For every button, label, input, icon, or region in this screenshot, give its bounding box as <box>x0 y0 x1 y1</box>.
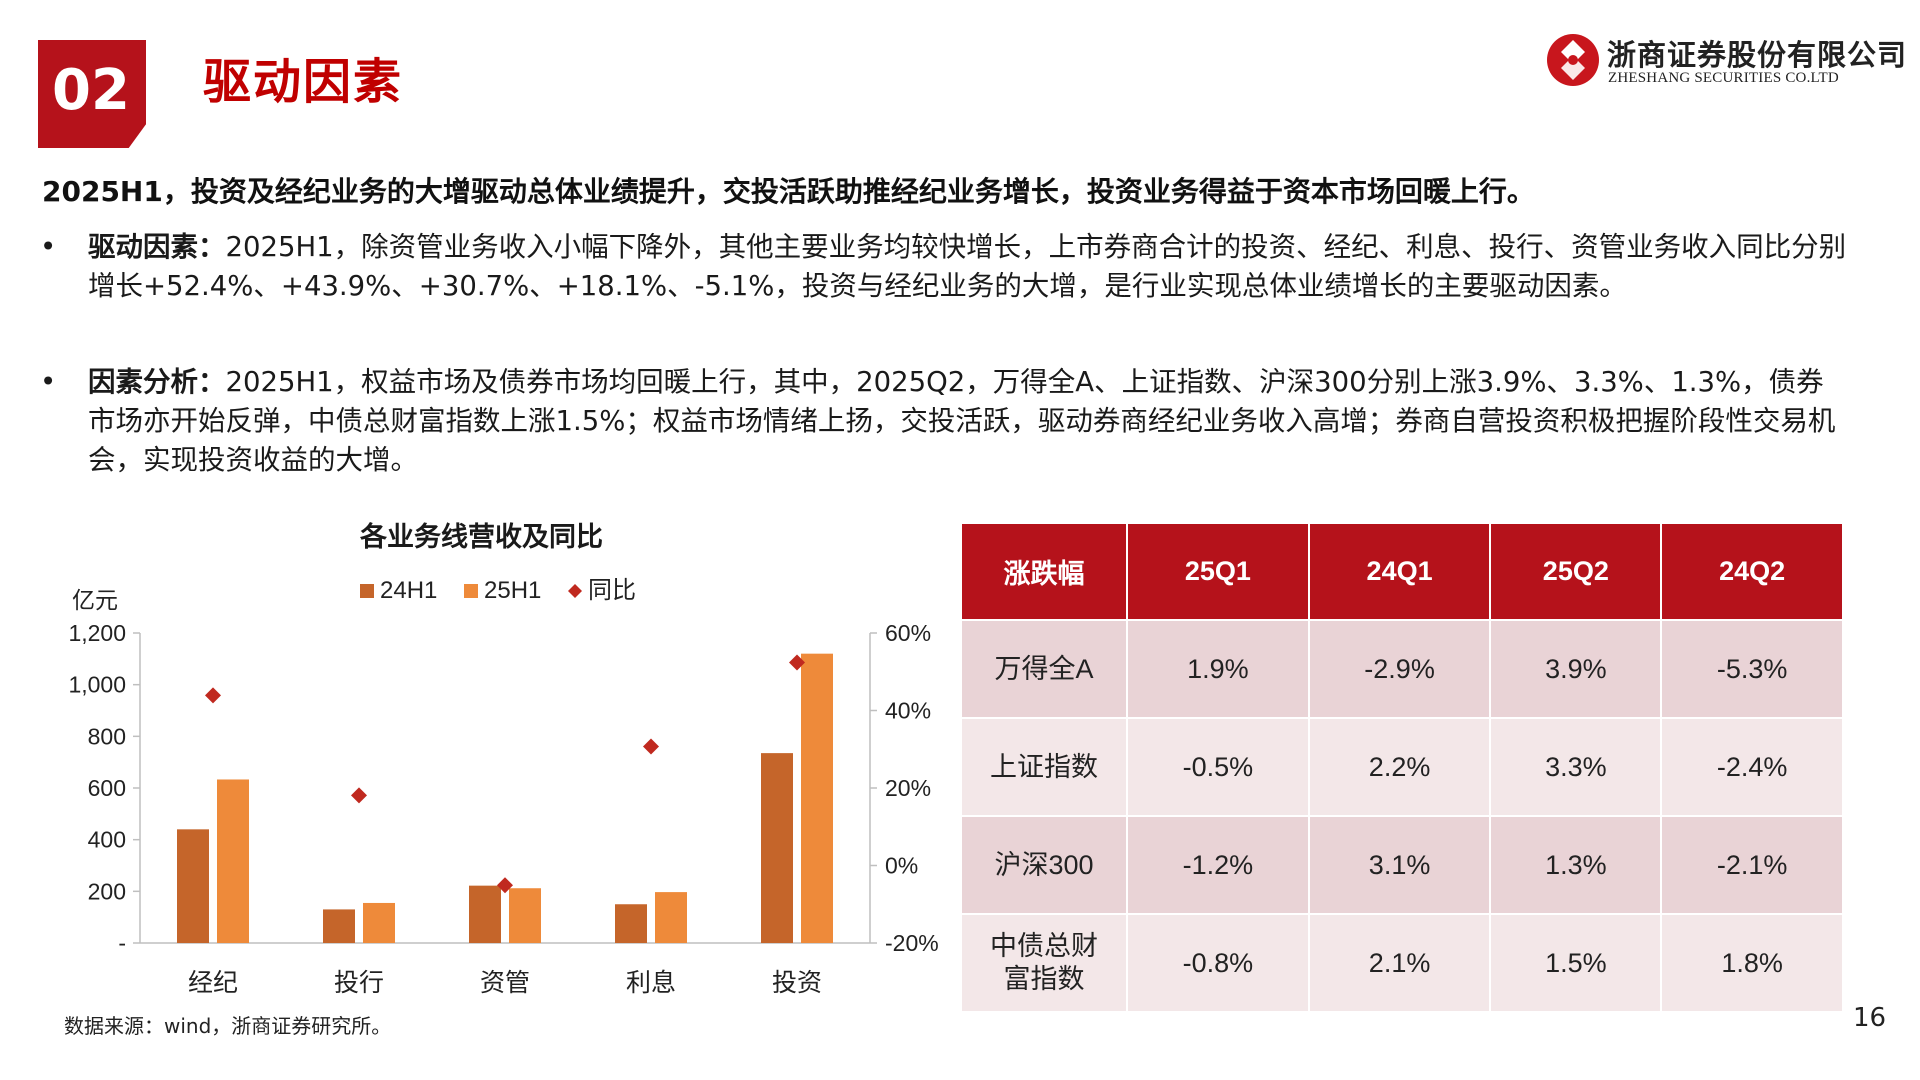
x-tick-label: 经纪 <box>188 969 238 997</box>
table-cell: 3.9% <box>1489 619 1663 719</box>
y2-tick-label: 60% <box>885 620 931 646</box>
bar-25H1-经纪 <box>217 779 249 943</box>
yoy-marker-投行 <box>351 787 367 804</box>
bullet-marker: • <box>40 366 57 398</box>
y-tick-label: 600 <box>88 775 126 801</box>
bullet-factor-analysis: • 因素分析：2025H1，权益市场及债券市场均回暖上行，其中，2025Q2，万… <box>40 363 1850 483</box>
table-cell: 1.5% <box>1489 913 1663 1013</box>
yoy-marker-利息 <box>643 738 659 755</box>
table-row: 中债总财富指数 -0.8% 2.1% 1.5% 1.8% <box>960 913 1844 1013</box>
table-row: 上证指数 -0.5% 2.2% 3.3% -2.4% <box>960 717 1844 817</box>
yoy-marker-投资 <box>789 654 805 671</box>
y2-tick-label: -20% <box>885 930 939 956</box>
company-logo: 浙商证券股份有限公司 ZHESHANG SECURITIES CO.LTD <box>1545 30 1906 92</box>
table-cell: -2.9% <box>1307 619 1492 719</box>
x-tick-label: 投行 <box>334 969 384 997</box>
table-header-cell: 涨跌幅 <box>960 522 1128 621</box>
y-tick-label: 1,200 <box>68 620 126 646</box>
legend-swatch-25H1 <box>464 584 478 598</box>
table-cell: 3.1% <box>1307 815 1492 915</box>
bar-25H1-投资 <box>801 653 833 943</box>
table-header-cell: 24Q1 <box>1307 522 1492 621</box>
table-row-label: 万得全A <box>960 619 1128 719</box>
y-tick-label: 800 <box>88 723 126 749</box>
legend-label: 同比 <box>588 577 636 604</box>
table-cell: 1.8% <box>1660 913 1844 1013</box>
page-number: 16 <box>1853 1003 1887 1033</box>
bar-24H1-经纪 <box>177 829 209 943</box>
bar-24H1-资管 <box>469 885 501 943</box>
table-header-cell: 25Q1 <box>1126 522 1310 621</box>
section-number: 02 <box>52 58 130 123</box>
bar-24H1-利息 <box>615 904 647 943</box>
yoy-marker-经纪 <box>205 687 221 704</box>
legend-swatch-同比 <box>568 584 582 598</box>
bullet-label: 因素分析： <box>88 366 226 398</box>
table-cell: 2.1% <box>1307 913 1492 1013</box>
x-tick-label: 资管 <box>480 969 530 997</box>
bullet-driving-factors: • 驱动因素：2025H1，除资管业务收入小幅下降外，其他主要业务均较快增长，上… <box>40 228 1850 348</box>
legend-label: 25H1 <box>484 577 541 604</box>
logo-company-name-en: ZHESHANG SECURITIES CO.LTD <box>1608 70 1839 86</box>
table-row: 沪深300 -1.2% 3.1% 1.3% -2.1% <box>960 815 1844 915</box>
yoy-marker-资管 <box>497 877 513 894</box>
table-row: 万得全A 1.9% -2.9% 3.9% -5.3% <box>960 619 1844 719</box>
section-number-badge: 02 <box>38 40 146 148</box>
table-cell: -2.4% <box>1660 717 1844 817</box>
x-tick-label: 投资 <box>772 969 822 997</box>
zheshang-logo-icon <box>1547 34 1599 86</box>
table-header-cell: 25Q2 <box>1489 522 1663 621</box>
table-cell: 1.3% <box>1489 815 1663 915</box>
bar-25H1-资管 <box>509 888 541 943</box>
table-cell: -2.1% <box>1660 815 1844 915</box>
bullet-text: 驱动因素：2025H1，除资管业务收入小幅下降外，其他主要业务均较快增长，上市券… <box>88 228 1850 306</box>
data-source-note: 数据来源：wind，浙商证券研究所。 <box>64 1014 392 1038</box>
chart-title: 各业务线营收及同比 <box>360 522 603 553</box>
bar-25H1-利息 <box>655 892 687 943</box>
y2-tick-label: 40% <box>885 698 931 724</box>
table-row-label-text: 中债总财富指数 <box>990 931 1098 994</box>
table-cell: 2.2% <box>1307 717 1492 817</box>
bar-25H1-投行 <box>363 902 395 943</box>
y2-tick-label: 20% <box>885 775 931 801</box>
table-cell: 3.3% <box>1489 717 1663 817</box>
logo-company-name-cn: 浙商证券股份有限公司 <box>1607 38 1908 72</box>
table-header-cell: 24Q2 <box>1660 522 1844 621</box>
table-cell: 1.9% <box>1126 619 1310 719</box>
x-tick-label: 利息 <box>626 969 676 997</box>
y-tick-label: 400 <box>88 827 126 853</box>
table-cell: -0.8% <box>1126 913 1310 1013</box>
bullet-marker: • <box>40 231 57 263</box>
bar-24H1-投行 <box>323 909 355 943</box>
revenue-yoy-chart: - 200 400 600 800 1,000 1,200 -20% 0% 20% 40% 60% 亿元… <box>68 577 939 997</box>
legend-swatch-24H1 <box>360 584 374 598</box>
y-tick-label: 1,000 <box>68 672 126 698</box>
legend-label: 24H1 <box>380 577 437 604</box>
y2-tick-label: 0% <box>885 853 918 879</box>
y-tick-label: - <box>118 930 126 956</box>
bullet-text: 因素分析：2025H1，权益市场及债券市场均回暖上行，其中，2025Q2，万得全… <box>88 363 1850 480</box>
table-row-label: 沪深300 <box>960 815 1128 915</box>
bullet-body: 2025H1，权益市场及债券市场均回暖上行，其中，2025Q2，万得全A、上证指… <box>88 366 1836 476</box>
table-cell: -1.2% <box>1126 815 1310 915</box>
page-title: 驱动因素 <box>203 54 404 110</box>
lead-statement: 2025H1，投资及经纪业务的大增驱动总体业绩提升，交投活跃助推经纪业务增长，投… <box>42 175 1535 208</box>
y-axis-label: 亿元 <box>72 587 118 613</box>
y-tick-label: 200 <box>88 878 126 904</box>
bar-24H1-投资 <box>761 753 793 943</box>
index-change-table: 涨跌幅 25Q1 24Q1 25Q2 24Q2 万得全A 1.9% -2.9% … <box>960 522 1844 1013</box>
bullet-label: 驱动因素： <box>88 231 226 263</box>
table-header-row: 涨跌幅 25Q1 24Q1 25Q2 24Q2 <box>960 522 1844 621</box>
table-row-label: 上证指数 <box>960 717 1128 817</box>
table-cell: -0.5% <box>1126 717 1310 817</box>
table-row-label: 中债总财富指数 <box>960 913 1128 1013</box>
table-cell: -5.3% <box>1660 619 1844 719</box>
bullet-body: 2025H1，除资管业务收入小幅下降外，其他主要业务均较快增长，上市券商合计的投… <box>88 231 1847 302</box>
